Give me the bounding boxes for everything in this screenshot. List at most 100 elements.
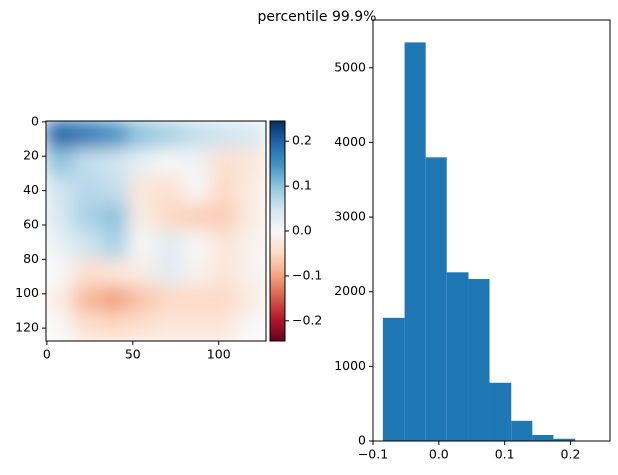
histogram-bar: [532, 435, 554, 441]
y-tick-label: 60: [23, 216, 39, 231]
x-tick-label: −0.1: [358, 447, 388, 462]
heatmap-cell: [73, 313, 102, 341]
histogram-bar: [511, 420, 533, 441]
heatmap-clip: [46, 121, 266, 341]
axes-frame: [372, 19, 611, 442]
heatmap-cell: [46, 121, 74, 149]
heatmap-cell: [210, 121, 239, 149]
heatmap-cell: [100, 230, 129, 259]
heatmap-cell: [155, 148, 184, 177]
heatmap-cell: [210, 203, 239, 232]
y-tick-label: 40: [23, 182, 39, 197]
y-tick-label: 1000: [334, 358, 366, 373]
heatmap-cell: [210, 285, 239, 314]
heatmap-cell: [183, 313, 212, 341]
heatmap-cell: [46, 148, 74, 177]
heatmap-cell: [155, 258, 184, 287]
heatmap-cell: [238, 313, 266, 341]
heatmap-cell: [100, 203, 129, 232]
heatmap-cell: [46, 285, 74, 314]
heatmap-cell: [238, 175, 266, 204]
heatmap-cell: [210, 148, 239, 177]
heatmap-cell: [46, 313, 74, 341]
heatmap-cell: [46, 175, 74, 204]
colorbar-tick-label: 0.1: [292, 178, 312, 193]
heatmap-cell: [155, 121, 184, 149]
histogram-bar: [404, 42, 426, 441]
heatmap-cell: [73, 258, 102, 287]
heatmap-cell: [238, 230, 266, 259]
heatmap-cell: [155, 313, 184, 341]
heatmap-cell: [128, 258, 157, 287]
heatmap-cell: [210, 175, 239, 204]
heatmap-cell: [238, 121, 266, 149]
heatmap-cell: [183, 285, 212, 314]
x-tick-label: 50: [125, 347, 141, 362]
y-tick-label: 2000: [334, 283, 366, 298]
heatmap-cell: [73, 121, 102, 149]
heatmap-cell: [100, 313, 129, 341]
heatmap-cell: [73, 203, 102, 232]
histogram-bar: [425, 157, 447, 441]
colorbar-tick-label: −0.2: [292, 312, 322, 327]
heatmap-cell: [128, 203, 157, 232]
axes-frame: [45, 120, 267, 342]
heatmap-cells: [46, 121, 266, 341]
x-tick-label: 0.1: [495, 447, 515, 462]
colorbar-tick-label: 0.2: [292, 133, 312, 148]
y-tick-label: 20: [23, 148, 39, 163]
histogram-bar: [553, 438, 576, 441]
heatmap-cell: [100, 121, 129, 149]
colorbar-tick-label: −0.1: [292, 267, 322, 282]
heatmap-cell: [183, 203, 212, 232]
heatmap-cell: [183, 258, 212, 287]
y-tick-label: 4000: [334, 134, 366, 149]
heatmap-cell: [183, 175, 212, 204]
y-tick-label: 100: [15, 285, 39, 300]
histogram-bar: [489, 382, 512, 441]
y-tick-label: 0: [31, 113, 39, 128]
heatmap-cell: [46, 230, 74, 259]
y-tick-label: 3000: [334, 209, 366, 224]
y-tick-label: 0: [358, 433, 366, 448]
histogram-bar: [382, 317, 405, 441]
y-tick-label: 5000: [334, 59, 366, 74]
heatmap-cell: [238, 258, 266, 287]
y-tick-label: 120: [15, 320, 39, 335]
heatmap-cell: [46, 203, 74, 232]
heatmap-cell: [155, 285, 184, 314]
x-tick-label: 0: [43, 347, 51, 362]
y-tick-label: 80: [23, 251, 39, 266]
figure-title: percentile 99.9%: [258, 9, 377, 25]
heatmap-cell: [155, 203, 184, 232]
heatmap-cell: [210, 258, 239, 287]
heatmap-cell: [128, 313, 157, 341]
heatmap-cell: [100, 148, 129, 177]
heatmap-cell: [73, 285, 102, 314]
heatmap-cell: [46, 258, 74, 287]
heatmap-cell: [238, 285, 266, 314]
heatmap-cell: [100, 175, 129, 204]
heatmap-cell: [155, 175, 184, 204]
heatmap-cell: [155, 230, 184, 259]
heatmap-cell: [100, 285, 129, 314]
heatmap-cell: [100, 258, 129, 287]
heatmap-cell: [73, 230, 102, 259]
heatmap-cell: [210, 313, 239, 341]
heatmap-cell: [128, 148, 157, 177]
heatmap-cell: [73, 148, 102, 177]
colorbar-tick-label: 0.0: [292, 223, 312, 238]
heatmap-cell: [128, 175, 157, 204]
heatmap-cell: [128, 230, 157, 259]
x-tick-label: 100: [207, 347, 231, 362]
heatmap-cell: [183, 121, 212, 149]
histogram-bar: [446, 272, 469, 441]
colorbar: [269, 120, 286, 342]
heatmap-cell: [73, 175, 102, 204]
heatmap-cell: [183, 230, 212, 259]
heatmap-cell: [128, 285, 157, 314]
histogram-bar: [468, 279, 490, 441]
heatmap-cell: [210, 230, 239, 259]
